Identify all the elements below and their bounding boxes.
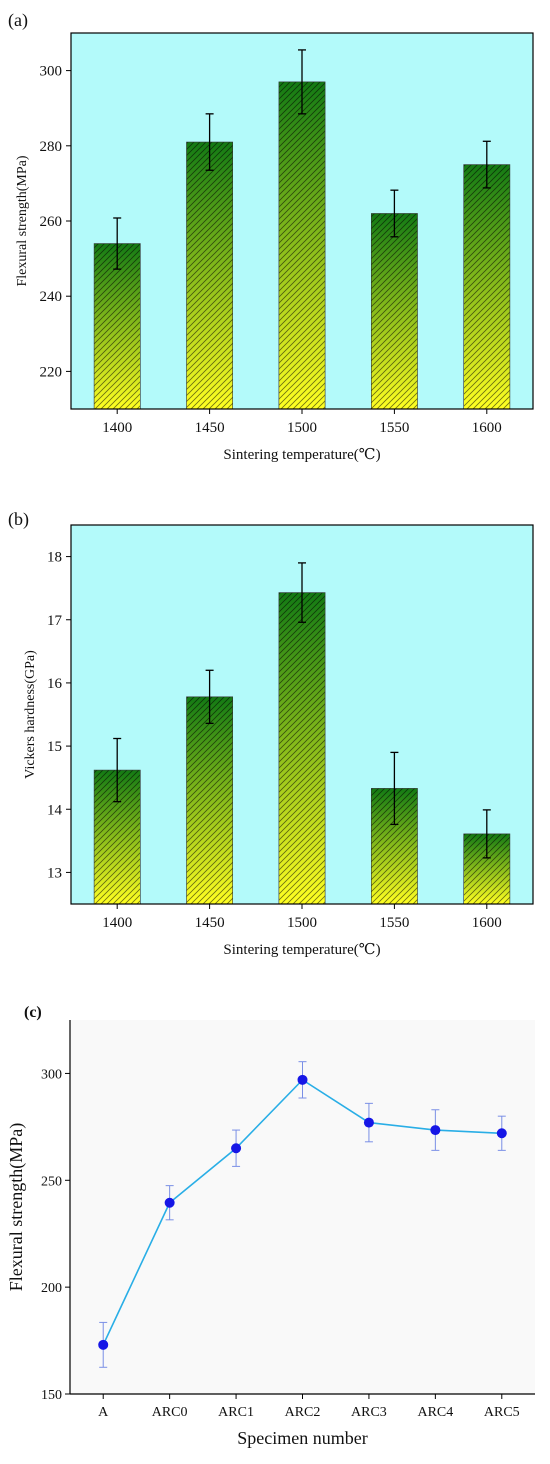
plot-frame [70,32,534,410]
x-tick-label: 1550 [379,915,409,931]
y-axis-label: Flexural strength(MPa) [15,155,30,286]
data-point [231,1143,242,1154]
bar-hatch [370,213,418,410]
x-tick-label: ARC1 [218,1405,254,1420]
data-point [98,1339,109,1350]
y-tick-label: 15 [47,739,62,755]
bar-hatch [186,696,234,905]
chart-a: 1400 1450 1500 1550 1600 220 240 260 280 300 Sinte… [8,10,534,463]
y-tick-label: 18 [47,550,62,566]
y-tick-label: 16 [47,676,63,692]
bar-hatch [186,141,234,410]
x-tick-label: 1600 [472,915,502,931]
x-tick-label: 1400 [102,420,132,436]
x-tick-label: ARC4 [417,1405,453,1420]
chart-c: A ARC0 ARC1 ARC2 ARC3 ARC4 ARC5 150 200 250 300 Spe… [6,1004,535,1448]
y-tick-label: 14 [47,802,63,818]
data-point [164,1197,175,1208]
x-axis-label: Specimen number [237,1428,367,1448]
panel-label: (a) [8,10,28,31]
bar-hatch [463,164,511,410]
panel-label: (b) [8,509,29,530]
y-tick-label: 13 [47,865,62,881]
y-tick-label: 220 [40,364,63,380]
x-tick-label: 1450 [195,420,225,436]
y-tick-label: 200 [41,1281,62,1296]
data-point [496,1128,507,1139]
x-tick-label: ARC5 [484,1405,520,1420]
x-tick-label: 1550 [379,420,409,436]
data-point [430,1125,441,1136]
y-tick-label: 240 [40,289,63,305]
y-tick-label: 150 [41,1388,62,1403]
y-tick-label: 250 [41,1174,62,1189]
y-axis-label: Vickers hardness(GPa) [23,650,38,779]
y-tick-label: 300 [40,64,63,80]
x-tick-label: 1400 [102,915,132,931]
x-axis-label: Sintering temperature(℃) [223,447,380,463]
x-tick-label: ARC0 [152,1405,188,1420]
y-tick-label: 260 [40,214,63,230]
y-tick-label: 17 [47,613,63,629]
x-tick-label: 1500 [287,420,317,436]
bar-hatch [463,833,511,905]
panel-label: (c) [24,1004,42,1021]
chart-b: 1400 1450 1500 1550 1600 13 14 15 16 17 18 Sinterin… [8,509,534,958]
y-axis-label: Flexural strength(MPa) [6,1123,27,1291]
bar-hatch [278,592,326,905]
data-point [297,1074,308,1085]
x-tick-label: ARC3 [351,1405,387,1420]
x-axis-label: Sintering temperature(℃) [223,942,380,958]
x-tick-label: ARC2 [285,1405,321,1420]
x-tick-label: A [98,1405,109,1420]
x-tick-label: 1450 [195,915,225,931]
y-tick-label: 280 [40,139,63,155]
bar-hatch [278,81,326,410]
x-tick-label: 1500 [287,915,317,931]
x-tick-label: 1600 [472,420,502,436]
data-point [363,1117,374,1128]
y-tick-label: 300 [41,1067,62,1082]
plot-frame [70,524,534,905]
